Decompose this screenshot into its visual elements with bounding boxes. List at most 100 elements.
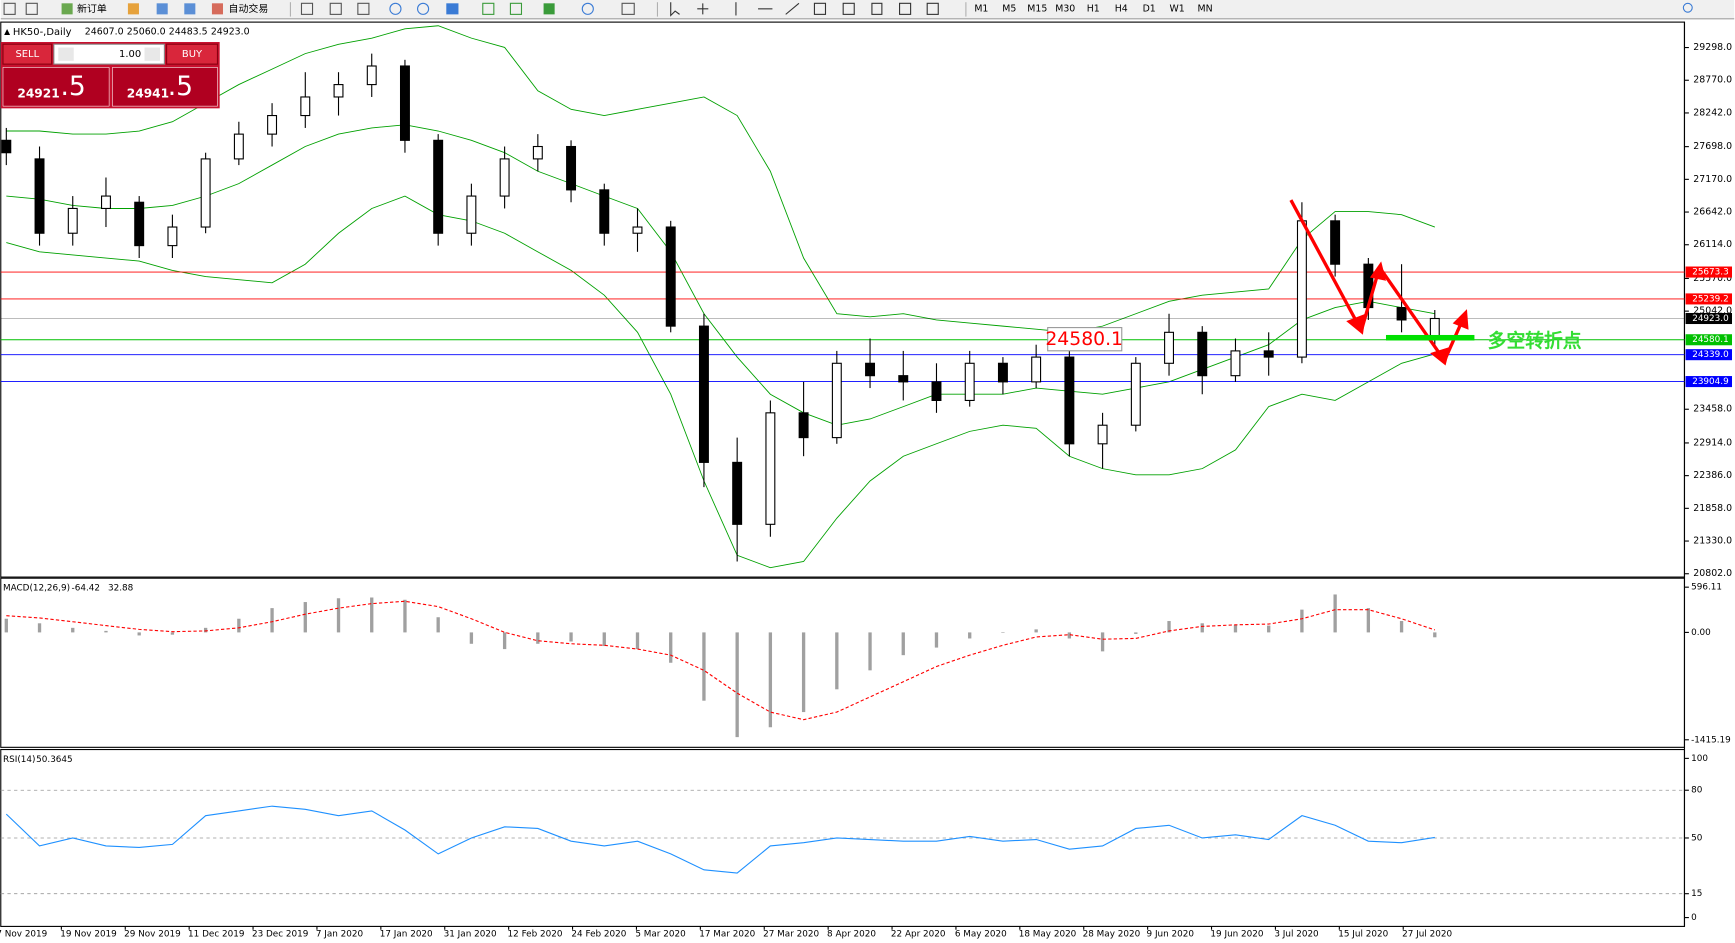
buy-label[interactable]: BUY	[182, 49, 203, 60]
icon[interactable]	[581, 2, 594, 15]
x-tick-label: 27 Jul 2020	[1402, 930, 1452, 940]
macd-bar	[1100, 632, 1105, 652]
y-tick-label: 25042.0	[1693, 306, 1732, 317]
x-tick-label: 5 Mar 2020	[635, 930, 686, 940]
ask-box[interactable]	[112, 67, 218, 107]
macd-bar	[270, 608, 274, 633]
icon[interactable]	[446, 3, 459, 15]
icon[interactable]	[184, 3, 196, 15]
candle-body	[865, 362, 876, 377]
candle-body	[931, 381, 942, 402]
candle-body	[765, 412, 776, 525]
x-tick-label: 7 Nov 2019	[0, 930, 47, 940]
candle-body	[366, 65, 377, 86]
bid-whole[interactable]: 24921	[17, 86, 59, 100]
bid-box[interactable]	[2, 67, 110, 107]
zoom-in[interactable]	[389, 2, 402, 15]
candle-body	[1230, 350, 1241, 377]
icon[interactable]	[329, 2, 342, 15]
zoom-out[interactable]	[417, 2, 430, 15]
candle-body	[1064, 356, 1075, 445]
timeframe-button[interactable]: M15	[1027, 3, 1047, 14]
macd-bar	[768, 632, 773, 728]
icon[interactable]	[300, 2, 314, 15]
indicator-value: -64.42	[72, 584, 100, 594]
timeframe-button[interactable]: H1	[1087, 3, 1100, 14]
price-level-label: 23904.9	[1692, 377, 1729, 387]
candle-body	[566, 145, 577, 191]
arrow-line	[1289, 199, 1360, 326]
icon[interactable]	[482, 2, 495, 15]
y-tick-label: 22386.0	[1693, 470, 1732, 481]
icon[interactable]	[926, 2, 939, 15]
pivot-bar	[1385, 334, 1475, 341]
auto-trading-icon[interactable]	[211, 3, 223, 15]
icon[interactable]	[127, 3, 139, 15]
icon[interactable]	[3, 2, 16, 15]
macd-bar	[203, 627, 208, 633]
candle-body	[433, 139, 444, 234]
ohlc-value: 25060.0	[127, 27, 166, 38]
candle-body	[466, 195, 477, 234]
icon[interactable]	[842, 2, 855, 15]
icon[interactable]	[357, 2, 370, 15]
y-tick-label: 596.11	[1691, 583, 1722, 593]
icon[interactable]	[25, 2, 38, 15]
macd-bar	[934, 632, 939, 648]
buy-button[interactable]	[166, 43, 219, 65]
timeframe-button[interactable]: D1	[1143, 3, 1156, 14]
macd-bar	[403, 599, 407, 633]
timeframe-button[interactable]: W1	[1170, 3, 1185, 14]
icon[interactable]	[813, 2, 827, 15]
price-level-tag	[1685, 334, 1733, 346]
candle-body	[1296, 220, 1307, 358]
lots-field[interactable]	[53, 43, 165, 65]
sell-label[interactable]: SELL	[15, 49, 39, 60]
macd-bar	[1200, 623, 1204, 633]
candle-body	[632, 226, 643, 234]
y-tick-label: 21858.0	[1693, 503, 1732, 514]
search-icon[interactable]	[1682, 2, 1693, 13]
candle-body	[1031, 356, 1042, 383]
price-level-tag	[1685, 349, 1733, 361]
candle-body	[1263, 350, 1274, 358]
icon[interactable]	[509, 2, 523, 15]
timeframe-button[interactable]: MN	[1198, 3, 1213, 14]
x-tick-label: 7 Jan 2020	[316, 930, 364, 940]
candle-body	[67, 207, 78, 234]
lots-down[interactable]	[58, 47, 74, 61]
label-tool[interactable]	[899, 2, 912, 15]
bollinger-middle	[6, 124, 1435, 426]
ask-fraction[interactable]: .5	[168, 71, 193, 102]
sell-button[interactable]	[2, 43, 53, 65]
cursor-tool[interactable]	[670, 2, 680, 17]
icon[interactable]	[543, 3, 555, 15]
candle-body	[200, 158, 211, 228]
ask-whole[interactable]: 24941	[127, 86, 169, 100]
candle-body	[997, 362, 1008, 383]
auto-trading-button[interactable]: 自动交易	[229, 2, 269, 15]
icon[interactable]	[621, 2, 635, 15]
text-tool[interactable]	[871, 2, 883, 15]
candle-body	[300, 96, 311, 117]
candle-body	[1197, 331, 1208, 377]
candle-body	[599, 189, 610, 234]
new-order-icon[interactable]	[61, 3, 73, 15]
macd-bar	[303, 602, 307, 633]
trend-tool[interactable]	[785, 2, 800, 15]
timeframe-button[interactable]: H4	[1115, 3, 1128, 14]
macd-bar	[801, 632, 806, 713]
collapse-icon[interactable]: ▲	[4, 27, 10, 36]
bid-fraction[interactable]: .5	[60, 71, 85, 102]
candle-body	[167, 226, 178, 247]
timeframe-button[interactable]: M30	[1055, 3, 1075, 14]
y-tick-label: 23458.0	[1693, 404, 1732, 415]
lots-value[interactable]: 1.00	[119, 49, 141, 60]
icon[interactable]	[156, 3, 168, 15]
timeframe-button[interactable]: M1	[974, 3, 988, 14]
crosshair-tool[interactable]	[697, 3, 709, 15]
timeframe-button[interactable]: M5	[1002, 3, 1016, 14]
lots-up[interactable]	[144, 47, 160, 61]
new-order-button[interactable]: 新订单	[77, 2, 107, 15]
indicator-title: RSI(14)	[3, 755, 35, 765]
